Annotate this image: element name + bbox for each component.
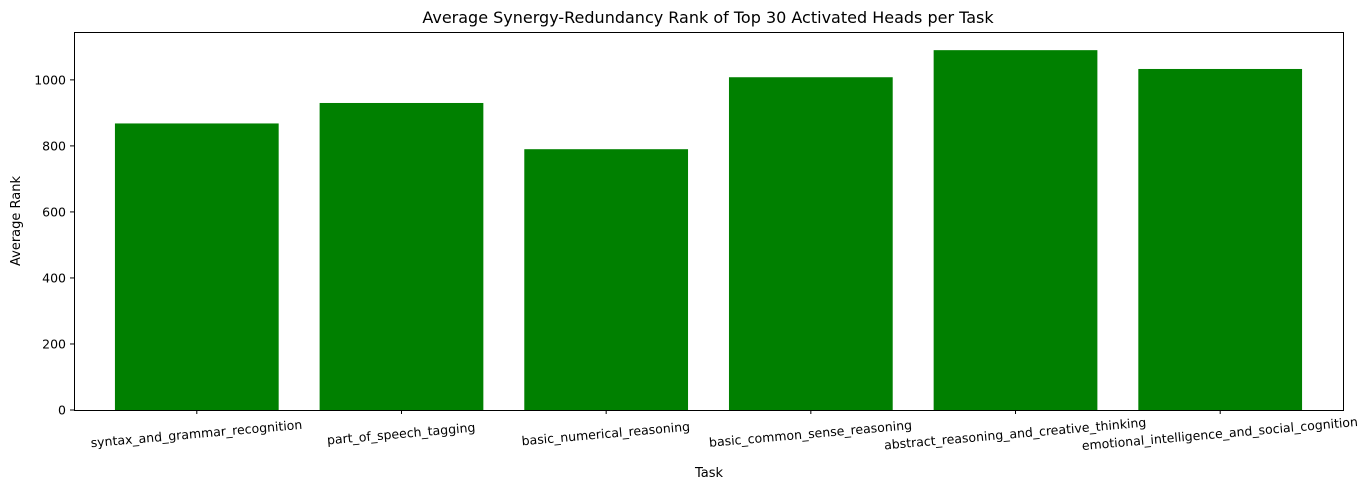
bar-part-of-speech-tagging — [319, 102, 484, 411]
y-tick-label: 600 — [42, 204, 66, 219]
y-axis: 0 200 400 600 800 1000 — [34, 72, 74, 418]
y-tick-label: 800 — [42, 138, 66, 153]
bar-abstract-reasoning-and-creative-thinking — [933, 50, 1098, 411]
y-tick-label: 1000 — [34, 72, 66, 87]
bar-emotional-intelligence-and-social-cognition — [1138, 68, 1303, 410]
y-tick-label: 400 — [42, 270, 66, 285]
bar-basic-numerical-reasoning — [524, 149, 689, 410]
bars-group — [114, 50, 1303, 411]
x-axis-label: Task — [694, 466, 724, 481]
chart-title: Average Synergy-Redundancy Rank of Top 3… — [422, 8, 994, 27]
y-axis-label: Average Rank — [9, 176, 24, 266]
x-tick-label-basic-common-sense-reasoning: basic_common_sense_reasoning — [708, 417, 912, 450]
bar-basic-common-sense-reasoning — [728, 77, 893, 410]
x-tick-label-part-of-speech-tagging: part_of_speech_tagging — [326, 420, 476, 448]
y-tick-label: 200 — [42, 336, 66, 351]
bar-syntax-and-grammar-recognition — [114, 123, 279, 410]
x-axis: syntax_and_grammar_recognition part_of_sp… — [90, 410, 1358, 453]
x-tick-label-basic-numerical-reasoning: basic_numerical_reasoning — [521, 419, 691, 449]
plot-frame — [74, 32, 1344, 411]
x-tick-label-syntax-and-grammar-recognition: syntax_and_grammar_recognition — [90, 417, 303, 450]
y-tick-label: 0 — [58, 403, 66, 418]
